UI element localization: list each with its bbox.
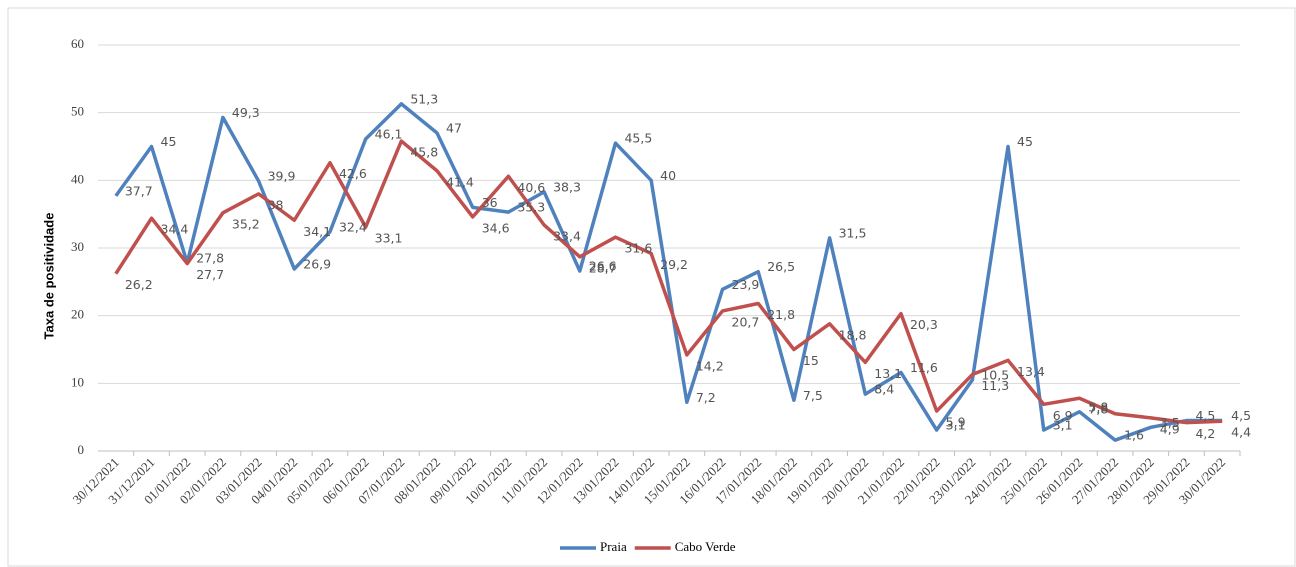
data-label: 33,1 — [375, 231, 403, 246]
data-label: 5,9 — [946, 415, 966, 430]
data-label: 4,5 — [1195, 408, 1215, 423]
data-label: 31,5 — [839, 225, 867, 240]
series-line — [114, 102, 1223, 442]
data-label: 26,2 — [125, 277, 153, 292]
data-label: 34,6 — [482, 220, 510, 235]
data-label: 3,5 — [1160, 415, 1180, 430]
data-label: 21,8 — [767, 307, 795, 322]
data-label: 13,4 — [1017, 364, 1045, 379]
data-label: 8,4 — [874, 382, 894, 397]
data-label: 41,4 — [446, 174, 474, 189]
data-label: 45,5 — [624, 131, 652, 146]
y-tick-label: 0 — [78, 442, 85, 457]
data-label: 7,8 — [1088, 402, 1108, 417]
data-label: 13,1 — [874, 366, 902, 381]
y-tick-label: 30 — [71, 239, 84, 254]
y-tick-label: 60 — [71, 36, 84, 51]
data-label: 32,4 — [339, 219, 367, 234]
data-label: 45 — [1017, 134, 1033, 149]
legend-label: Cabo Verde — [675, 539, 736, 554]
data-label: 23,9 — [732, 277, 760, 292]
data-label: 46,1 — [375, 127, 403, 142]
data-label: 29,2 — [660, 257, 688, 272]
data-label: 10,5 — [981, 367, 1009, 382]
series-line — [114, 139, 1223, 425]
data-label: 33,4 — [553, 228, 581, 243]
data-label: 7,5 — [803, 388, 823, 403]
data-label: 4,2 — [1195, 426, 1215, 441]
data-label: 20,3 — [910, 317, 938, 332]
data-label: 40,6 — [517, 180, 545, 195]
data-label: 15 — [803, 353, 819, 368]
data-label: 35,3 — [517, 200, 545, 215]
data-label: 47 — [446, 120, 462, 135]
data-label: 38,3 — [553, 179, 581, 194]
legend-label: Praia — [600, 539, 627, 554]
data-label: 34,4 — [161, 222, 189, 237]
data-label: 42,6 — [339, 166, 367, 181]
data-label: 4,4 — [1231, 425, 1251, 440]
data-label: 7,2 — [696, 390, 716, 405]
y-axis-label: Taxa de positividade — [41, 213, 56, 340]
data-label: 3,1 — [946, 418, 966, 433]
data-label: 37,7 — [125, 183, 153, 198]
data-label: 40 — [660, 168, 676, 183]
data-label: 1,6 — [1124, 428, 1144, 443]
data-label: 45,8 — [410, 145, 438, 160]
data-label: 20,7 — [732, 314, 760, 329]
data-label: 26,9 — [303, 256, 331, 271]
data-label: 5,8 — [1088, 399, 1108, 414]
data-label: 31,6 — [624, 241, 652, 256]
data-label: 38 — [268, 197, 284, 212]
data-label: 4,5 — [1231, 408, 1251, 423]
data-label: 45 — [161, 134, 177, 149]
data-label: 26,6 — [589, 259, 617, 274]
data-label: 27,8 — [196, 250, 224, 265]
data-label: 51,3 — [410, 91, 438, 106]
y-tick-label: 40 — [71, 171, 84, 186]
data-label: 4,9 — [1160, 421, 1180, 436]
data-label: 49,3 — [232, 105, 260, 120]
y-tick-label: 10 — [71, 374, 84, 389]
data-label: 14,2 — [696, 358, 724, 373]
data-label: 11,6 — [910, 360, 938, 375]
data-label: 3,1 — [1053, 418, 1073, 433]
data-label: 18,8 — [839, 327, 867, 342]
data-label: 6,9 — [1053, 408, 1073, 423]
chart-border — [7, 7, 1296, 567]
data-label: 39,9 — [268, 169, 296, 184]
data-label: 26,5 — [767, 259, 795, 274]
data-label: 11,3 — [981, 378, 1009, 393]
data-label: 27,7 — [196, 267, 224, 282]
data-label: 36 — [482, 195, 498, 210]
y-tick-label: 20 — [71, 307, 84, 322]
data-label: 35,2 — [232, 216, 260, 231]
data-label: 28,7 — [589, 260, 617, 275]
y-tick-label: 50 — [71, 104, 84, 119]
data-label: 34,1 — [303, 224, 331, 239]
